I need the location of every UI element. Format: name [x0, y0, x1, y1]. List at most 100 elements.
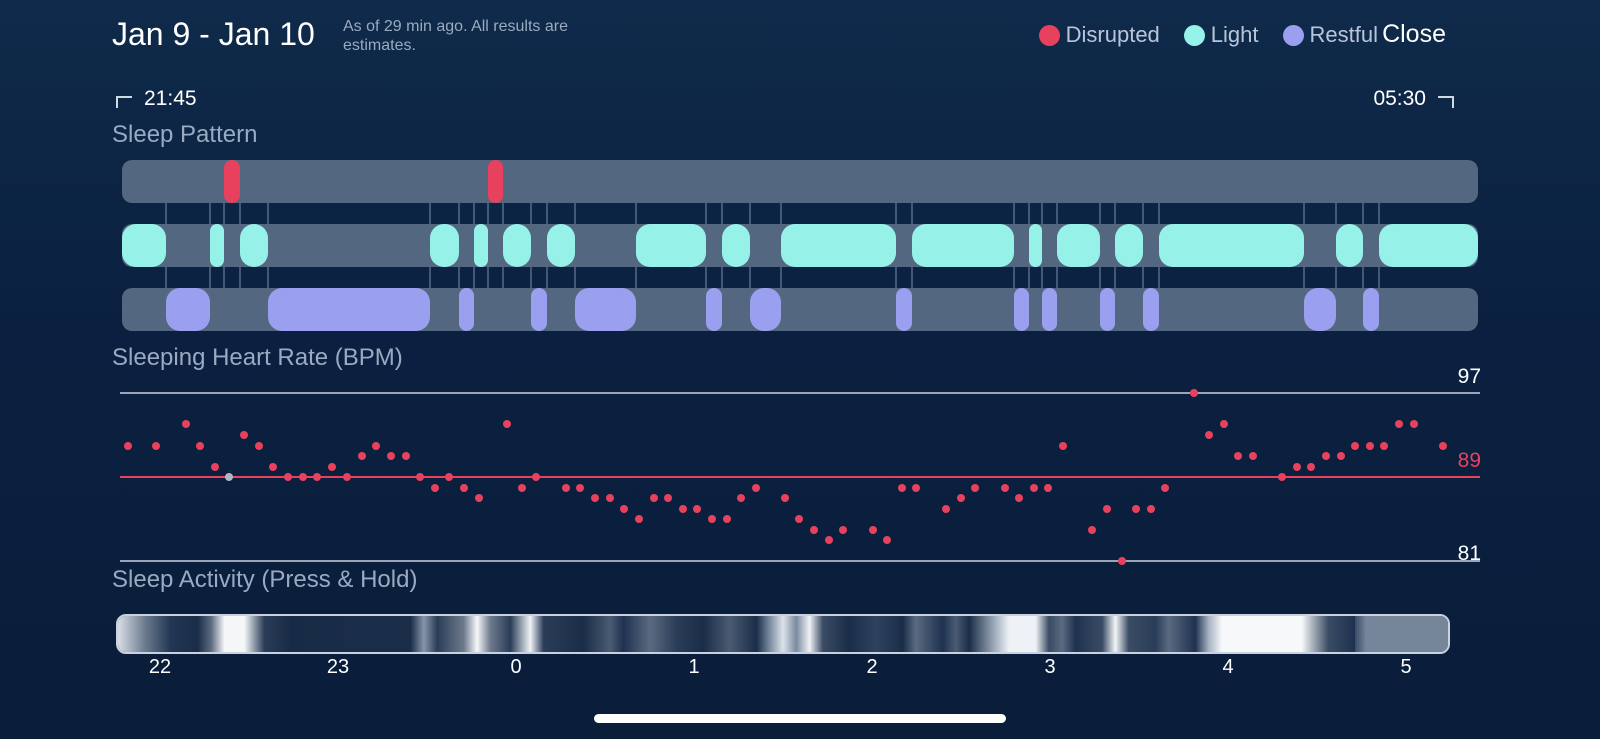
heart-rate-point [211, 463, 219, 471]
heart-rate-point [1161, 484, 1169, 492]
as-of-note: As of 29 min ago. All results are estima… [343, 18, 568, 54]
heart-rate-point [1278, 473, 1286, 481]
x-tick: 22 [148, 656, 172, 678]
heart-rate-point [313, 473, 321, 481]
heart-rate-point [1015, 494, 1023, 502]
heart-rate-point [650, 494, 658, 502]
heart-rate-point [416, 473, 424, 481]
heart-rate-point [240, 431, 248, 439]
restful-dot-icon [1282, 24, 1304, 46]
heart-rate-point [1307, 463, 1315, 471]
heart-rate-point [1337, 452, 1345, 460]
heart-rate-point [839, 526, 847, 534]
heart-rate-point [475, 494, 483, 502]
restful-segment [166, 288, 210, 331]
heart-rate-point [1234, 452, 1242, 460]
heart-rate-point [152, 442, 160, 450]
heart-rate-point [1132, 505, 1140, 513]
x-tick: 5 [1400, 656, 1412, 678]
heart-rate-point [708, 515, 716, 523]
heart-rate-point [1395, 420, 1403, 428]
heart-rate-point [284, 473, 292, 481]
heart-rate-point [795, 515, 803, 523]
light-segment [1336, 224, 1363, 267]
heart-rate-point [1205, 431, 1213, 439]
light-segment [1115, 224, 1143, 267]
heart-rate-point [518, 484, 526, 492]
heart-rate-point [1249, 452, 1257, 460]
heart-rate-point [328, 463, 336, 471]
disrupted-dot-icon [1038, 24, 1060, 46]
light-segment [1379, 224, 1478, 267]
heart-rate-point [679, 505, 687, 513]
x-tick: 2 [866, 656, 878, 678]
x-tick: 3 [1044, 656, 1056, 678]
heart-rate-point [869, 526, 877, 534]
heart-rate-point [1293, 463, 1301, 471]
heart-rate-point [912, 484, 920, 492]
heart-rate-point [942, 505, 950, 513]
heart-rate-point [402, 452, 410, 460]
light-segment [636, 224, 706, 267]
legend-label: Light [1210, 22, 1259, 47]
restful-segment [1014, 288, 1029, 331]
light-segment [210, 224, 224, 267]
heart-rate-point [445, 473, 453, 481]
heart-rate-point [1322, 452, 1330, 460]
legend-item-light: Light [1183, 22, 1259, 48]
x-tick: 0 [510, 656, 522, 678]
heart-rate-point [1351, 442, 1359, 450]
heart-rate-point [358, 452, 366, 460]
heart-rate-point [606, 494, 614, 502]
activity-title: Sleep Activity (Press & Hold) [112, 566, 418, 593]
heart-rate-point [343, 473, 351, 481]
heart-rate-point [664, 494, 672, 502]
light-segment [1029, 224, 1042, 267]
disrupted-track [122, 160, 1478, 203]
sleep-activity-bar[interactable] [116, 614, 1450, 654]
heart-rate-point [971, 484, 979, 492]
legend: Disrupted Light Restful [1038, 22, 1378, 48]
heart-rate-point [1059, 442, 1067, 450]
sleep-pattern-title: Sleep Pattern [112, 121, 258, 148]
heart-rate-point [591, 494, 599, 502]
restful-segment [1304, 288, 1336, 331]
end-time: 05:30 [1373, 87, 1454, 111]
light-segment [240, 224, 268, 267]
heart-rate-point [196, 442, 204, 450]
light-segment [722, 224, 750, 267]
restful-segment [706, 288, 722, 331]
heart-rate-point [1088, 526, 1096, 534]
bracket-left-icon [116, 96, 132, 108]
heart-rate-point [576, 484, 584, 492]
restful-segment [1100, 288, 1115, 331]
start-time: 21:45 [116, 87, 197, 111]
restful-segment [1042, 288, 1057, 331]
light-segment [781, 224, 896, 267]
heart-rate-point [124, 442, 132, 450]
heart-rate-point [693, 505, 701, 513]
heart-rate-point [1410, 420, 1418, 428]
restful-segment [1363, 288, 1379, 331]
close-button[interactable]: Close [1382, 20, 1446, 48]
activity-gradient [118, 616, 1448, 652]
heart-rate-point [883, 536, 891, 544]
date-range: Jan 9 - Jan 10 [112, 16, 315, 52]
light-segment [1057, 224, 1100, 267]
avg-label: 89 [1458, 449, 1481, 472]
heart-rate-point [431, 484, 439, 492]
heart-rate-point [1380, 442, 1388, 450]
bracket-right-icon [1438, 96, 1454, 108]
heart-rate-point [1118, 557, 1126, 565]
heart-rate-point [460, 484, 468, 492]
heart-rate-point [620, 505, 628, 513]
restful-segment [531, 288, 547, 331]
heart-rate-point [1439, 442, 1447, 450]
heart-rate-point [1147, 505, 1155, 513]
home-indicator[interactable] [594, 714, 1006, 723]
heart-rate-title: Sleeping Heart Rate (BPM) [112, 344, 403, 371]
restful-segment [750, 288, 781, 331]
heart-rate-point [1190, 389, 1198, 397]
